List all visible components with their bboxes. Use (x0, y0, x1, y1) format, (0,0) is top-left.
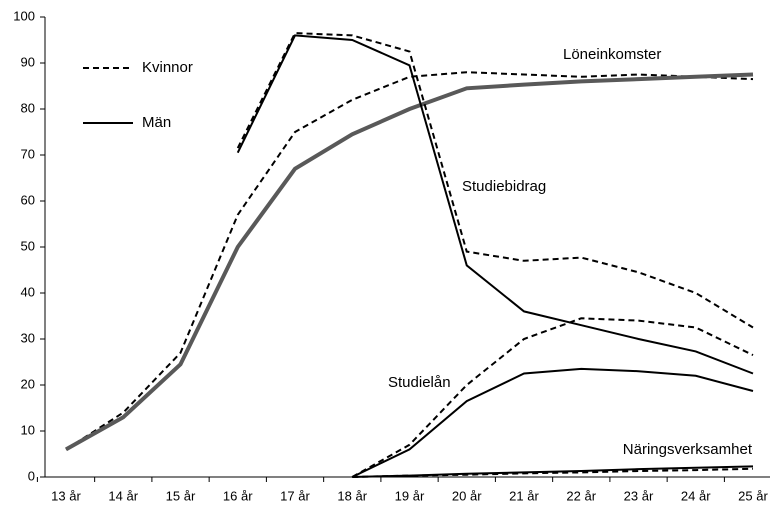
x-tick-label: 18 år (337, 488, 367, 503)
x-tick-label: 24 år (681, 488, 711, 503)
line-series (65, 72, 754, 452)
x-tick-label: 19 år (395, 488, 425, 503)
x-tick-label: 17 år (280, 488, 310, 503)
y-tick-label: 80 (21, 100, 35, 115)
x-tick-label: 23 år (624, 488, 654, 503)
y-tick-label: 50 (21, 238, 35, 253)
y-tick-label: 0 (28, 468, 35, 483)
series-label: Studiebidrag (462, 178, 546, 195)
line-series (351, 367, 754, 478)
series-label: Studielån (388, 374, 451, 391)
x-tick-label: 22 år (566, 488, 596, 503)
line-series (351, 317, 754, 478)
legend-label: Män (142, 114, 171, 131)
y-tick-label: 90 (21, 54, 35, 69)
y-tick-label: 20 (21, 376, 35, 391)
x-tick-label: 15 år (166, 488, 196, 503)
y-tick-label: 30 (21, 330, 35, 345)
series-label: Näringsverksamhet (623, 441, 753, 458)
y-tick-label: 70 (21, 146, 35, 161)
legend-label: Kvinnor (142, 59, 193, 76)
line-series (352, 467, 754, 478)
line-series (65, 71, 754, 451)
series-label: Löneinkomster (563, 46, 661, 63)
y-tick-label: 10 (21, 422, 35, 437)
x-tick-label: 16 år (223, 488, 253, 503)
y-tick-label: 60 (21, 192, 35, 207)
x-tick-label: 21 år (509, 488, 539, 503)
y-tick-label: 40 (21, 284, 35, 299)
line-series (236, 34, 754, 375)
x-tick-label: 25 år (738, 488, 768, 503)
x-tick-label: 14 år (108, 488, 138, 503)
y-tick-label: 100 (13, 8, 35, 23)
x-tick-label: 20 år (452, 488, 482, 503)
x-tick-label: 13 år (51, 488, 81, 503)
line-series (236, 32, 754, 329)
line-series (352, 465, 754, 478)
